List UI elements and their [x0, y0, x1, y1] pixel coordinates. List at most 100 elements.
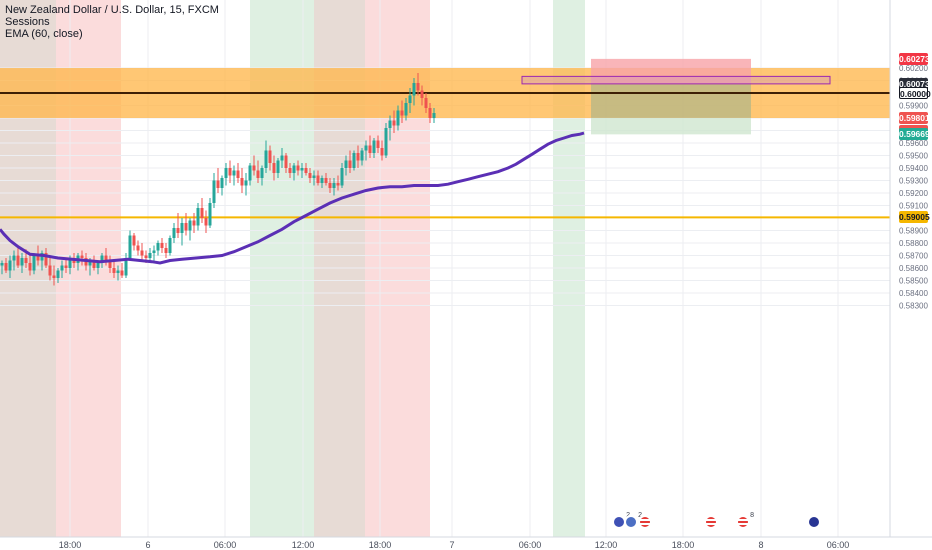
stop-price-tag: 0.60273	[899, 52, 930, 65]
time-tick-label: 06:00	[827, 540, 850, 550]
price-tick-label: 0.60200	[899, 64, 928, 73]
candle-body	[308, 173, 312, 178]
ema-line[interactable]	[0, 131, 585, 265]
candle-body	[28, 263, 32, 271]
price-tick-label: 0.58700	[899, 252, 928, 261]
candle-body	[304, 168, 308, 173]
candle-body	[132, 235, 136, 246]
candle-body	[372, 140, 376, 153]
symbol-title[interactable]: New Zealand Dollar / U.S. Dollar, 15, FX…	[5, 4, 219, 16]
candle-body	[192, 220, 196, 226]
candle-body	[68, 260, 72, 268]
short-position-target-area-lower	[591, 117, 751, 135]
candle-body	[248, 165, 252, 181]
price-tick-label: 0.58800	[899, 239, 928, 248]
price-tick-label: 0.58400	[899, 289, 928, 298]
candle-body	[204, 218, 208, 226]
price-tick-label: 0.58600	[899, 264, 928, 273]
time-axis[interactable]: 18:00 6 06:00 12:00 18:00 7 06:00 12:00 18:00 8 06…	[59, 540, 850, 550]
candle-body	[148, 253, 152, 258]
candle-body	[104, 255, 108, 261]
candle-body	[44, 253, 48, 266]
price-tick-label: 0.59600	[899, 139, 928, 148]
candle-body	[48, 265, 52, 276]
price-axis[interactable]: 0.602000.601000.599000.598000.597000.596…	[899, 64, 928, 311]
candle-body	[60, 265, 64, 271]
candle-body	[320, 178, 324, 183]
candle-body	[216, 180, 220, 188]
candle-body	[244, 180, 248, 186]
candle-body	[256, 170, 260, 178]
candle-body	[340, 168, 344, 186]
candle-body	[56, 270, 60, 278]
candle-body	[20, 258, 24, 266]
candle-body	[416, 83, 420, 91]
candle-body	[124, 258, 128, 276]
box-top-price-tag: 0.60073	[899, 77, 930, 90]
sessions-indicator-label[interactable]: Sessions	[5, 16, 50, 28]
candle-body	[276, 160, 280, 173]
candle-body	[112, 268, 116, 273]
candle-body	[80, 255, 84, 258]
economic-event-flag-us-icon[interactable]	[638, 515, 652, 529]
candle-body	[108, 260, 112, 268]
highlight-box[interactable]	[521, 75, 831, 85]
time-tick-label: 18:00	[672, 540, 695, 550]
candle-body	[404, 103, 408, 116]
economic-event-flag-us-icon-3[interactable]: 8	[736, 512, 754, 529]
candle-body	[280, 155, 284, 161]
candlesticks	[0, 73, 436, 286]
candle-body	[156, 243, 160, 251]
candle-body	[12, 255, 16, 261]
candle-body	[424, 98, 428, 108]
candle-body	[324, 178, 328, 183]
candle-body	[100, 255, 104, 263]
economic-event-flag-us-icon-2[interactable]	[704, 515, 718, 529]
candle-body	[272, 163, 276, 173]
candle-body	[344, 160, 348, 168]
ema-indicator-label[interactable]: EMA (60, close)	[5, 28, 83, 40]
candle-body	[384, 128, 388, 156]
candle-body	[288, 168, 292, 173]
candle-body	[184, 223, 188, 231]
candle-body	[72, 260, 76, 263]
candle-body	[284, 155, 288, 168]
candle-body	[196, 208, 200, 226]
candle-body	[336, 183, 340, 186]
time-tick-label: 06:00	[519, 540, 542, 550]
candle-body	[8, 260, 12, 271]
candle-body	[420, 90, 424, 98]
event-count-c: 8	[750, 512, 754, 519]
candle-body	[328, 183, 332, 188]
time-tick-label: 7	[449, 540, 454, 550]
candle-body	[316, 175, 320, 183]
candle-body	[16, 255, 20, 266]
candle-body	[392, 120, 396, 126]
time-tick-label: 8	[758, 540, 763, 550]
time-tick-label: 12:00	[292, 540, 315, 550]
candle-body	[332, 183, 336, 188]
candle-body	[32, 255, 36, 271]
economic-event-flag-au-icon[interactable]: 2	[624, 512, 642, 529]
candle-body	[360, 150, 364, 161]
candle-body	[348, 160, 352, 168]
price-tick-label: 0.59400	[899, 164, 928, 173]
candle-body	[116, 270, 120, 273]
candle-body	[208, 203, 212, 226]
candle-body	[236, 170, 240, 178]
candle-body	[88, 260, 92, 266]
time-tick-label: 12:00	[595, 540, 618, 550]
candle-body	[160, 243, 164, 248]
current-price-tag: 0.59801	[899, 111, 930, 124]
candle-body	[128, 235, 132, 258]
candle-body	[296, 165, 300, 171]
economic-event-flag-nz-icon-2[interactable]	[807, 515, 821, 529]
candle-body	[120, 270, 124, 276]
time-tick-label: 06:00	[214, 540, 237, 550]
candle-body	[144, 255, 148, 258]
time-tick-label: 18:00	[369, 540, 392, 550]
candle-body	[36, 255, 40, 261]
position-zone-overlap	[591, 84, 751, 118]
candle-body	[412, 83, 416, 96]
